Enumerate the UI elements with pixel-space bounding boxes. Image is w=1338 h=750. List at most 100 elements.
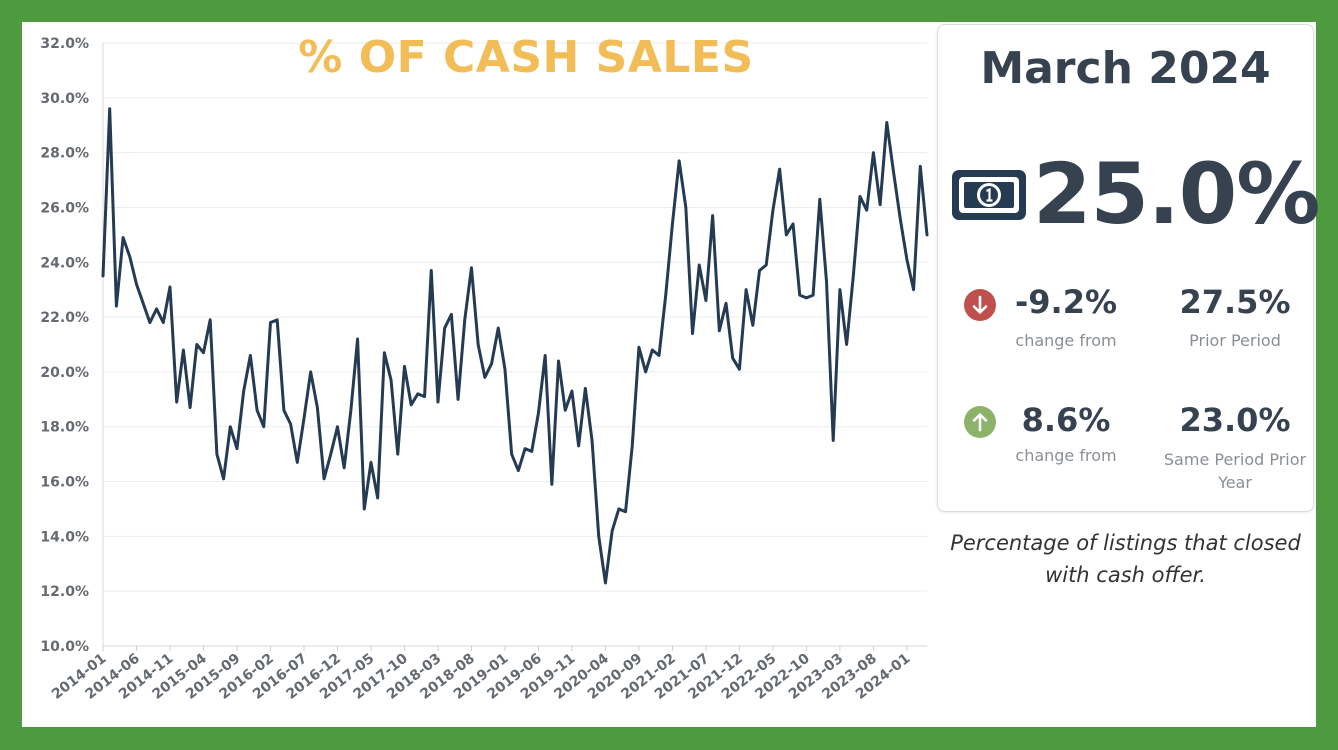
data-point — [469, 266, 473, 270]
data-point — [275, 318, 279, 322]
data-point — [510, 452, 514, 456]
data-point — [898, 216, 902, 220]
data-point — [798, 293, 802, 297]
chart-title: % OF CASH SALES — [298, 32, 754, 83]
data-point — [530, 449, 534, 453]
data-point — [121, 236, 125, 240]
data-point — [195, 343, 199, 347]
data-point — [851, 274, 855, 278]
data-point — [188, 406, 192, 410]
data-point — [503, 367, 507, 371]
data-point — [242, 389, 246, 393]
data-point — [141, 301, 145, 305]
data-point — [677, 159, 681, 163]
y-tick-label: 14.0% — [40, 529, 89, 545]
data-point — [222, 477, 226, 481]
data-point — [128, 255, 132, 259]
y-tick-label: 20.0% — [40, 365, 89, 381]
data-point — [670, 222, 674, 226]
data-point — [309, 370, 313, 374]
compare-label-prior-year: Same Period Prior Year — [1163, 450, 1307, 492]
data-point — [925, 233, 929, 237]
caption: Percentage of listings that closed with … — [950, 531, 1301, 587]
data-point — [201, 351, 205, 355]
data-point — [295, 460, 299, 464]
data-point — [463, 318, 467, 322]
data-point — [429, 269, 433, 273]
data-point — [865, 208, 869, 212]
y-axis: 32.0% 30.0% 28.0% 26.0% 24.0% 22.0% 20.0% 18.0%… — [40, 36, 104, 655]
data-point — [423, 395, 427, 399]
data-point — [148, 321, 152, 325]
data-point — [228, 425, 232, 429]
data-point — [335, 425, 339, 429]
change-label-prior-period: change from — [1015, 331, 1117, 350]
data-point — [831, 438, 835, 442]
data-point — [624, 510, 628, 514]
data-point — [818, 197, 822, 201]
data-point — [597, 534, 601, 538]
data-point — [691, 332, 695, 336]
data-point — [349, 408, 353, 412]
series-layer — [101, 107, 929, 585]
data-point — [577, 444, 581, 448]
y-tick-label: 32.0% — [40, 36, 89, 52]
data-point — [262, 425, 266, 429]
data-point — [329, 452, 333, 456]
data-point — [650, 348, 654, 352]
data-point — [235, 447, 239, 451]
data-point — [583, 386, 587, 390]
data-point — [369, 460, 373, 464]
data-point — [322, 477, 326, 481]
data-point — [356, 337, 360, 341]
data-point — [416, 392, 420, 396]
data-point — [731, 356, 735, 360]
data-point — [758, 269, 762, 273]
data-point — [302, 417, 306, 421]
data-point — [389, 378, 393, 382]
data-point — [617, 507, 621, 511]
data-point — [409, 403, 413, 407]
data-point — [443, 326, 447, 330]
compare-label-prior-period: Prior Period — [1189, 331, 1281, 350]
data-point — [570, 389, 574, 393]
y-tick-label: 28.0% — [40, 146, 89, 162]
data-point — [315, 406, 319, 410]
data-point — [496, 326, 500, 330]
arrow-down-circle-icon — [964, 289, 996, 321]
data-point — [885, 120, 889, 124]
data-point — [181, 348, 185, 352]
compare-value-prior-period: 27.5% — [1179, 283, 1291, 321]
grid-lines — [103, 42, 927, 647]
data-point — [590, 438, 594, 442]
money-bill-icon — [952, 170, 1026, 220]
data-point — [717, 329, 721, 333]
line-chart: 32.0% 30.0% 28.0% 26.0% 24.0% 22.0% 20.0% 18.0%… — [40, 36, 929, 703]
data-point — [456, 397, 460, 401]
data-point — [114, 304, 118, 308]
compare-value-prior-year: 23.0% — [1179, 401, 1291, 439]
data-point — [108, 107, 112, 111]
data-point — [871, 151, 875, 155]
period-title: March 2024 — [980, 43, 1271, 94]
data-point — [697, 263, 701, 267]
data-point — [101, 274, 105, 278]
data-point — [630, 444, 634, 448]
data-point — [784, 233, 788, 237]
data-point — [737, 367, 741, 371]
y-tick-label: 18.0% — [40, 420, 89, 436]
data-point — [744, 288, 748, 292]
data-point — [289, 422, 293, 426]
panel: 32.0% 30.0% 28.0% 26.0% 24.0% 22.0% 20.0% 18.0%… — [22, 22, 1320, 727]
change-value-prior-period: -9.2% — [1014, 283, 1118, 321]
data-point — [402, 364, 406, 368]
data-point — [516, 469, 520, 473]
data-point — [724, 301, 728, 305]
y-tick-label: 26.0% — [40, 200, 89, 216]
data-point — [858, 194, 862, 198]
data-point — [563, 408, 567, 412]
data-point — [751, 323, 755, 327]
data-point — [396, 452, 400, 456]
y-tick-label: 24.0% — [40, 255, 89, 271]
change-value-prior-year: 8.6% — [1021, 401, 1111, 439]
